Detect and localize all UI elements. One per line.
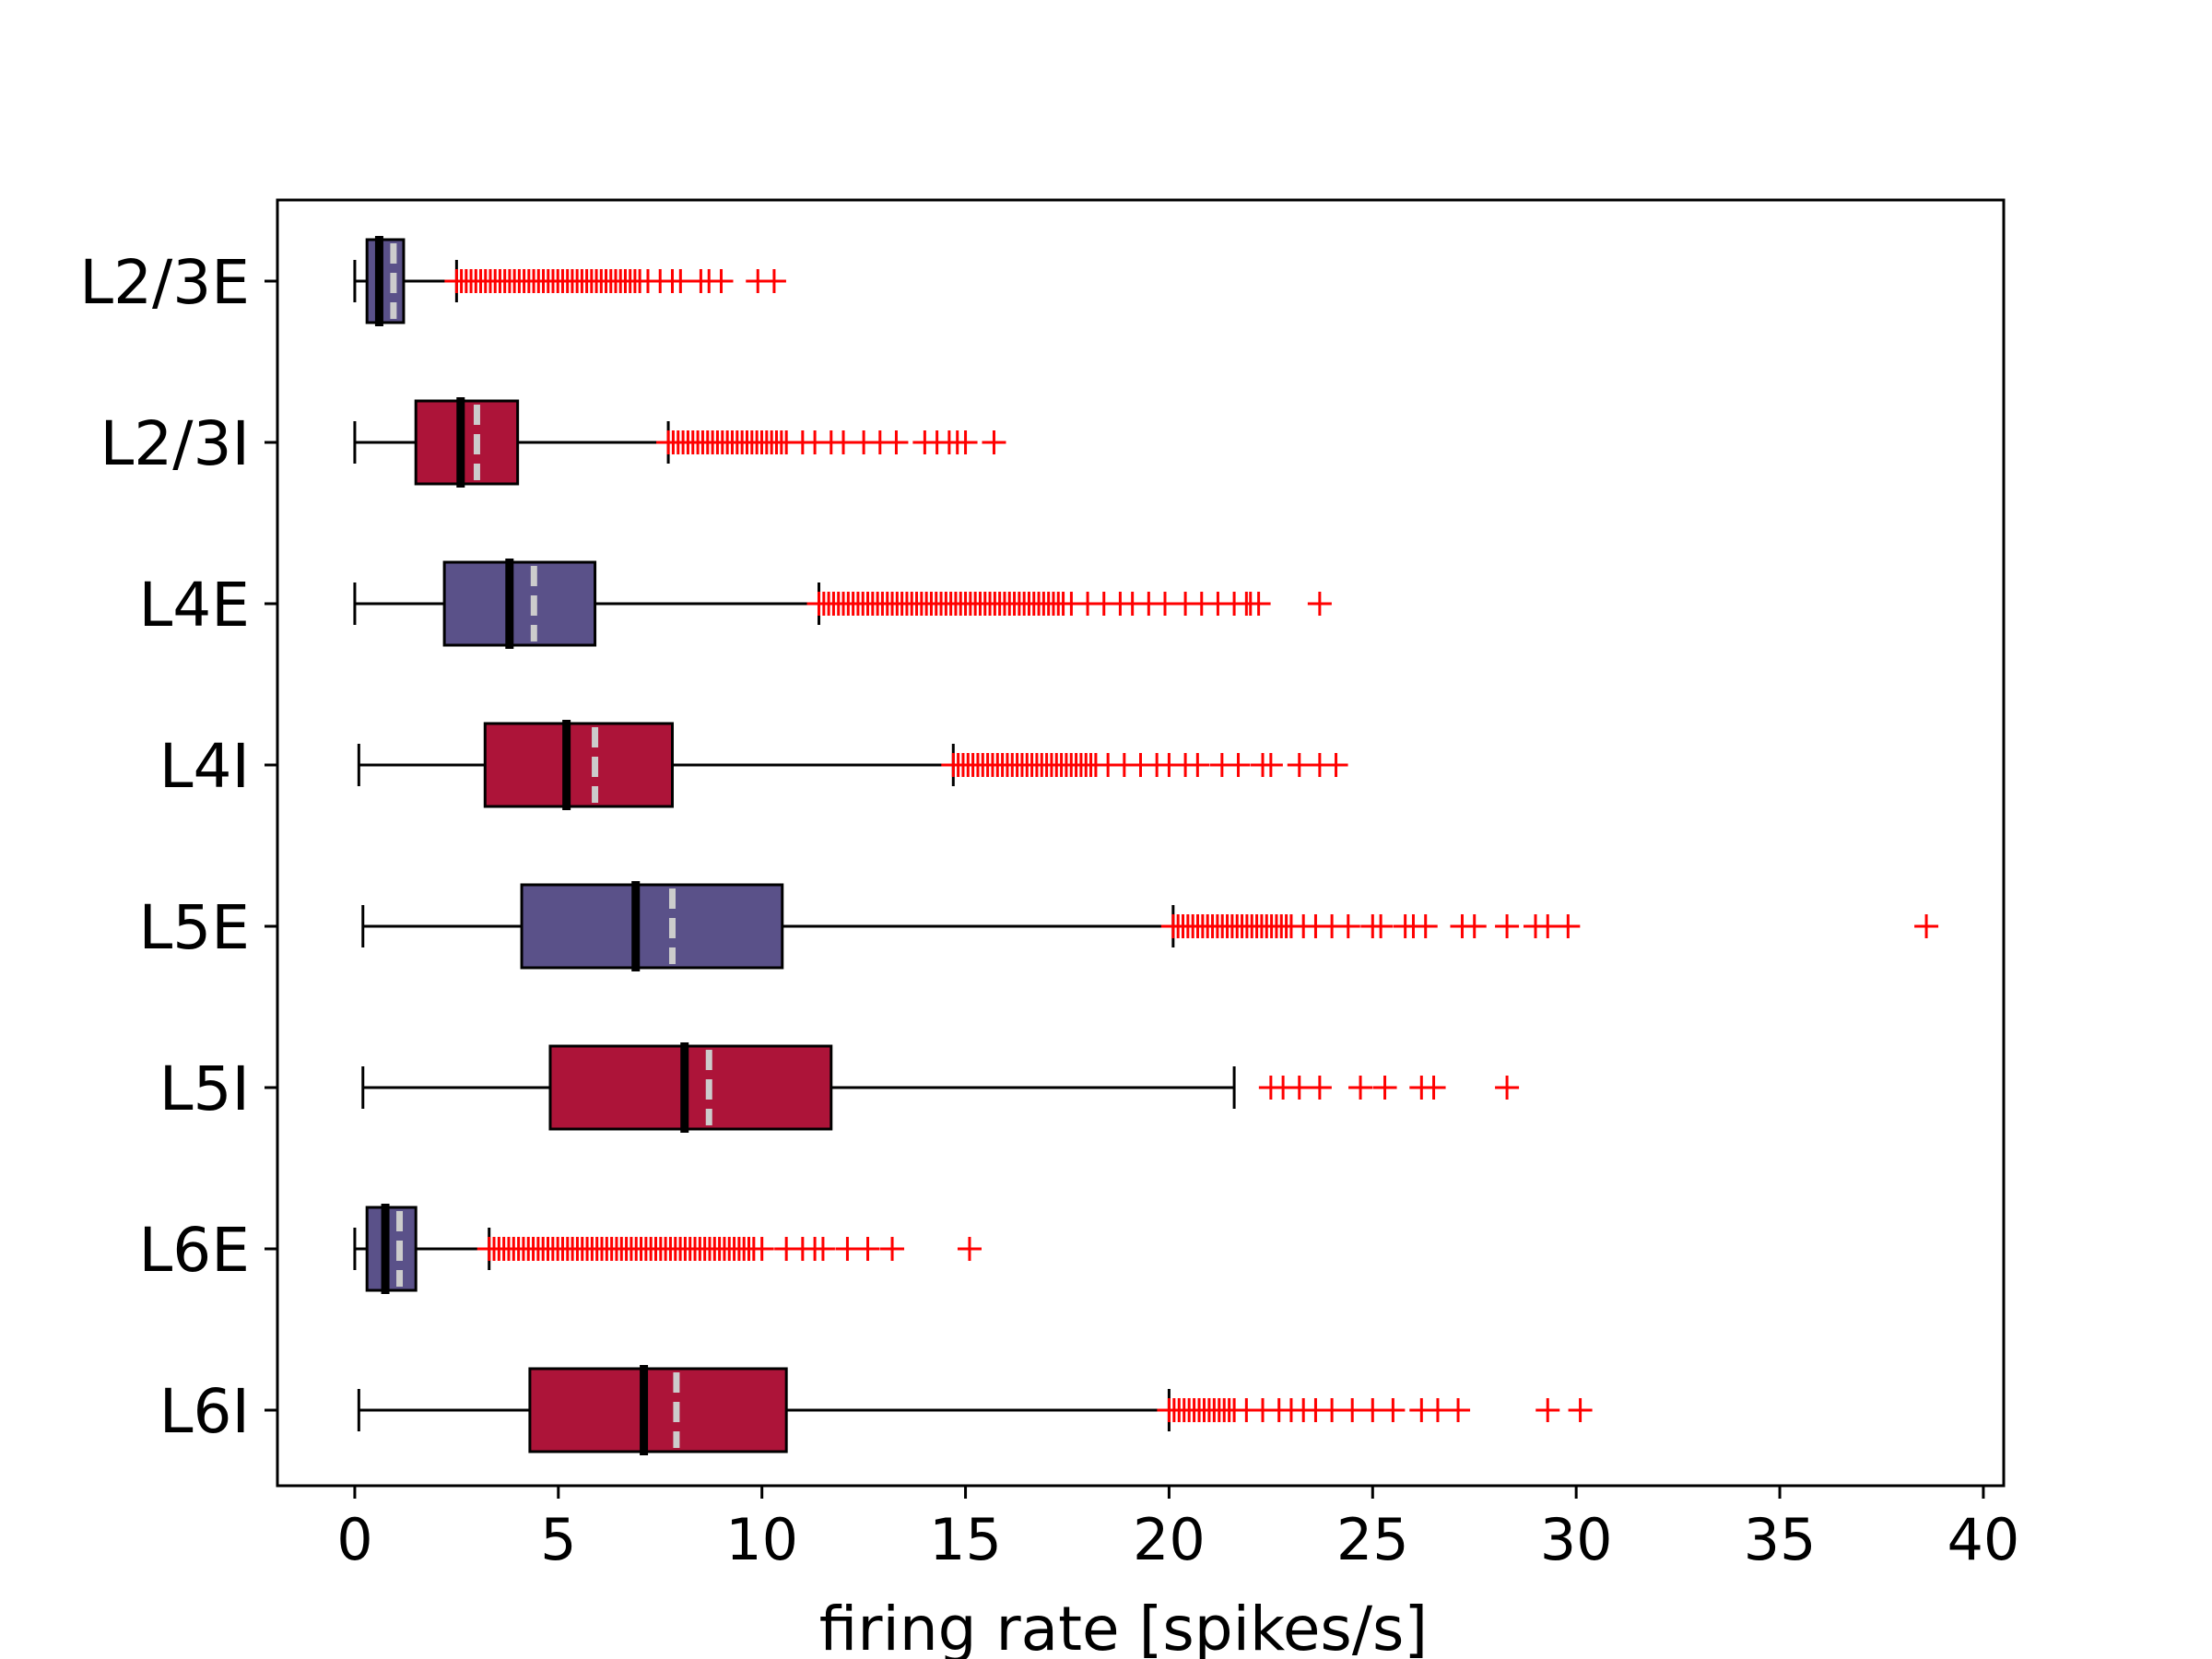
category-label: L2/3E: [79, 247, 250, 318]
outlier-marker: [1421, 1076, 1446, 1100]
iqr-box: [365, 1206, 418, 1292]
outlier-marker: [1226, 753, 1251, 777]
x-tick-label: 0: [336, 1506, 372, 1573]
category-label: L6I: [159, 1376, 250, 1447]
outlier-marker: [668, 269, 693, 293]
x-tick-label: 15: [929, 1506, 1002, 1573]
x-axis-ticks: 0 5 10 15 20 25 30 35 40: [336, 1486, 2019, 1573]
outliers: [1258, 1076, 1520, 1100]
box-l5e: [361, 881, 1939, 971]
outlier-marker: [1324, 753, 1348, 777]
outliers: [656, 430, 1006, 454]
outlier-marker: [1348, 1076, 1373, 1100]
outlier-marker: [1914, 914, 1939, 938]
outlier-marker: [1413, 914, 1438, 938]
outlier-marker: [1153, 592, 1177, 616]
outlier-marker: [1335, 914, 1360, 938]
plot-frame: [276, 198, 2006, 1488]
outlier-marker: [1462, 914, 1487, 938]
outlier-marker: [1495, 914, 1520, 938]
outlier-marker: [1381, 1398, 1406, 1422]
outlier-marker: [1568, 1398, 1593, 1422]
outlier-marker: [1369, 914, 1394, 938]
outlier-marker: [1340, 1398, 1365, 1422]
outlier-marker: [1185, 753, 1210, 777]
x-tick-label: 25: [1336, 1506, 1409, 1573]
iqr-box: [414, 399, 520, 486]
outlier-marker: [982, 430, 1006, 454]
iqr-box: [483, 722, 674, 808]
x-tick-label: 35: [1744, 1506, 1817, 1573]
box-l6i: [357, 1365, 1593, 1455]
category-label: L6E: [139, 1215, 250, 1286]
category-label: L2/3I: [100, 408, 250, 479]
outliers: [477, 1237, 982, 1261]
outlier-marker: [855, 1237, 880, 1261]
iqr-box: [365, 238, 406, 324]
x-tick-label: 10: [725, 1506, 798, 1573]
outlier-marker: [831, 430, 856, 454]
x-axis-label: firing rate [spikes/s]: [819, 1594, 1428, 1659]
x-tick-label: 20: [1133, 1506, 1206, 1573]
plot-marks: [353, 236, 1939, 1455]
outlier-marker: [1258, 753, 1283, 777]
category-label: L5I: [159, 1053, 250, 1124]
outlier-marker: [1425, 1398, 1450, 1422]
outlier-marker: [1307, 592, 1332, 616]
x-tick-label: 5: [540, 1506, 576, 1573]
outlier-marker: [761, 269, 786, 293]
outliers: [1160, 914, 1939, 938]
x-tick-label: 40: [1947, 1506, 2019, 1573]
outlier-marker: [1360, 1398, 1385, 1422]
outlier-marker: [1535, 1398, 1560, 1422]
outlier-marker: [953, 430, 978, 454]
outlier-marker: [1246, 592, 1271, 616]
outlier-marker: [1535, 914, 1560, 938]
box-l6e: [353, 1204, 982, 1294]
outlier-marker: [1287, 1076, 1312, 1100]
outliers: [444, 269, 786, 293]
outlier-marker: [1307, 1076, 1332, 1100]
iqr-box: [528, 1367, 788, 1453]
outlier-marker: [749, 1237, 774, 1261]
category-label: L5E: [139, 892, 250, 963]
outliers: [941, 753, 1348, 777]
outlier-marker: [957, 1237, 982, 1261]
iqr-box: [548, 1044, 833, 1131]
outliers: [1157, 1398, 1593, 1422]
outlier-marker: [884, 430, 909, 454]
category-label: L4E: [139, 570, 250, 641]
iqr-box: [520, 883, 784, 970]
box-l2-3i: [353, 397, 1006, 488]
box-l4e: [353, 559, 1332, 649]
outlier-marker: [1556, 914, 1581, 938]
y-axis-ticks: L2/3E L2/3I L4E L4I L5E L5I L6E L6I: [79, 247, 277, 1447]
box-l4i: [357, 720, 1348, 810]
outlier-marker: [810, 1237, 835, 1261]
outlier-marker: [880, 1237, 905, 1261]
outliers: [806, 592, 1332, 616]
outlier-marker: [1495, 1076, 1520, 1100]
outlier-marker: [1372, 1076, 1397, 1100]
outlier-marker: [1446, 1398, 1471, 1422]
box-l5i: [361, 1042, 1520, 1133]
category-label: L4I: [159, 731, 250, 802]
outlier-marker: [1320, 1398, 1345, 1422]
outlier-marker: [835, 1237, 860, 1261]
outlier-marker: [1287, 753, 1312, 777]
iqr-box: [442, 560, 597, 647]
x-tick-label: 30: [1540, 1506, 1613, 1573]
box-l2-3e: [353, 236, 786, 326]
outlier-marker: [709, 269, 734, 293]
